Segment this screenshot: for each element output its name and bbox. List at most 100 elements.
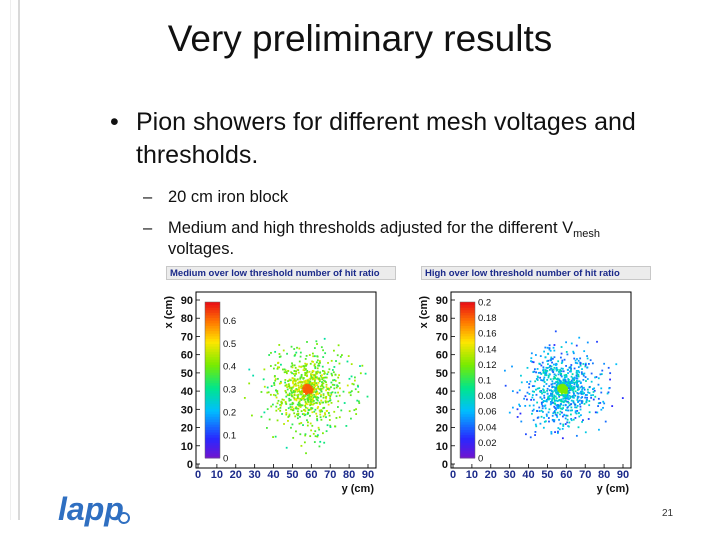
heatmap-cell	[559, 370, 561, 373]
heatmap-cell	[511, 406, 514, 409]
heatmap-cell	[564, 399, 567, 402]
heatmap-cell	[293, 379, 296, 382]
heatmap-cell	[327, 400, 330, 403]
heatmap-cell	[300, 393, 302, 396]
heatmap-cell	[548, 420, 550, 423]
heatmap-cell	[323, 441, 326, 444]
heatmap-cell	[560, 362, 563, 365]
heatmap-cell	[550, 432, 553, 435]
heatmap-cell	[564, 381, 567, 384]
heatmap-cell	[570, 419, 573, 422]
heatmap-cell	[338, 416, 341, 419]
heatmap-cell	[302, 369, 305, 371]
heatmap-cell	[565, 381, 568, 384]
heatmap-cell	[317, 406, 320, 408]
heatmap-cell	[294, 389, 297, 392]
heatmap-cell	[584, 362, 587, 365]
heatmap-cell	[564, 376, 566, 379]
heatmap-cell	[550, 357, 553, 360]
heatmap-cell	[313, 364, 316, 367]
heatmap-cell	[592, 394, 594, 396]
heatmap-cell	[304, 400, 307, 403]
heatmap-cell	[528, 386, 530, 389]
heatmap-cell	[311, 352, 314, 355]
heatmap-cell	[306, 341, 308, 343]
heatmap-cell	[553, 376, 556, 378]
heatmap-cell	[292, 396, 295, 399]
heatmap-cell	[579, 405, 582, 408]
heatmap-cell	[298, 347, 301, 350]
heatmap-cell	[609, 378, 611, 381]
heatmap-cell	[536, 379, 539, 381]
heatmap-cell	[280, 381, 283, 384]
heatmap-cell	[553, 420, 556, 423]
heatmap-cell	[557, 382, 559, 385]
heatmap-cell	[321, 381, 323, 383]
heatmap-cell	[564, 423, 567, 425]
heatmap-cell	[556, 391, 558, 394]
heatmap-cell	[550, 394, 552, 397]
heatmap-cell	[540, 373, 543, 375]
heatmap-cell	[298, 404, 301, 407]
heatmap-cell	[307, 396, 310, 399]
heatmap-cell	[570, 379, 573, 382]
heatmap-cell	[312, 378, 315, 380]
heatmap-cell	[590, 380, 593, 383]
heatmap-cell	[292, 373, 295, 375]
heatmap-cell	[311, 369, 314, 372]
heatmap-cell	[565, 414, 568, 417]
heatmap-cell	[588, 386, 591, 389]
heatmap-cell	[558, 405, 560, 408]
heatmap-cell	[542, 391, 545, 394]
heatmap-cell	[303, 413, 305, 415]
heatmap-cell	[300, 444, 303, 447]
heatmap-cell	[310, 374, 313, 377]
heatmap-cell	[597, 402, 600, 405]
sub-bullet-2-text: Medium and high thresholds adjusted for …	[168, 218, 600, 244]
heatmap-cell	[315, 361, 318, 364]
heatmap-cell	[304, 433, 307, 436]
heatmap-cell	[300, 373, 303, 376]
heatmap-cell	[562, 378, 565, 381]
heatmap-cell	[573, 386, 576, 389]
heatmap-cell	[567, 387, 570, 390]
y-tick-label: 30	[181, 404, 193, 416]
heatmap-cell	[554, 395, 557, 398]
heatmap-cell	[359, 372, 362, 375]
heatmap-cell	[285, 409, 287, 411]
heatmap-cell	[274, 378, 277, 380]
heatmap-cell	[314, 373, 317, 376]
heatmap-cell	[576, 358, 578, 360]
heatmap-cell	[299, 386, 302, 389]
y-tick-label: 50	[436, 368, 448, 380]
heatmap-cell	[552, 382, 554, 385]
heatmap-cell	[320, 393, 322, 396]
heatmap-cell	[298, 365, 301, 368]
heatmap-cell	[578, 415, 581, 418]
heatmap-cell	[318, 445, 321, 448]
heatmap-cell	[276, 366, 279, 369]
heatmap-cell	[337, 344, 340, 347]
heatmap-cell	[586, 394, 588, 396]
heatmap-cell	[266, 408, 269, 411]
heatmap-cell	[276, 367, 279, 370]
heatmap-cell	[526, 391, 529, 394]
heatmap-cell	[555, 408, 558, 411]
heatmap-cell	[280, 363, 282, 366]
heatmap-cell	[558, 418, 560, 421]
heatmap-cell	[511, 390, 514, 393]
heatmap-cell	[553, 377, 556, 379]
heatmap-cell	[333, 387, 336, 390]
heatmap-cell	[279, 409, 282, 412]
heatmap-cell	[578, 380, 581, 383]
heatmap-cell	[320, 390, 323, 393]
heatmap-cell	[552, 412, 555, 415]
heatmap-cell	[291, 362, 293, 365]
heatmap-cell	[311, 407, 314, 410]
y-tick-label: 10	[436, 441, 448, 453]
heatmap-cell	[316, 387, 319, 390]
heatmap-cell	[306, 413, 309, 415]
heatmap-cell	[531, 412, 533, 415]
heatmap-cell	[297, 371, 300, 374]
heatmap-cell	[570, 418, 573, 420]
